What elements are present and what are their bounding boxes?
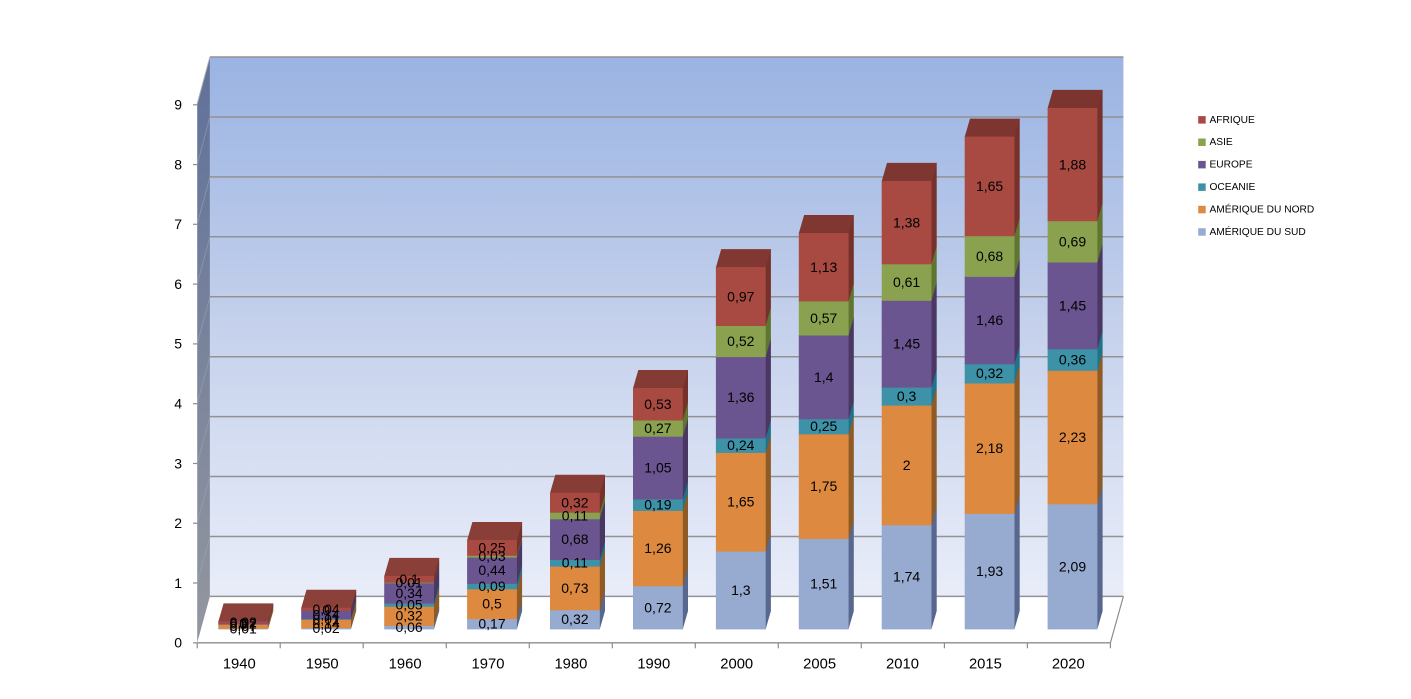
svg-text:0,14: 0,14 [312,606,339,622]
svg-text:0: 0 [239,615,247,631]
svg-text:9: 9 [174,97,182,113]
svg-text:0,52: 0,52 [727,333,754,349]
svg-text:0,02: 0,02 [230,615,257,631]
svg-text:0,57: 0,57 [810,310,837,326]
svg-text:0,02: 0,02 [230,614,257,630]
svg-text:0: 0 [174,635,182,651]
svg-text:0,61: 0,61 [893,274,920,290]
svg-text:0,11: 0,11 [562,555,588,571]
svg-text:AMÉRIQUE DU NORD: AMÉRIQUE DU NORD [1210,203,1315,216]
svg-text:0,24: 0,24 [727,437,754,453]
svg-text:0,25: 0,25 [478,540,505,556]
svg-text:0,04: 0,04 [312,601,339,617]
svg-text:1,65: 1,65 [976,178,1003,194]
svg-text:2,09: 2,09 [1059,558,1086,574]
svg-text:1: 1 [174,575,182,591]
svg-text:1950: 1950 [306,657,339,673]
svg-text:0,3: 0,3 [897,388,917,404]
svg-text:0,11: 0,11 [562,507,588,523]
svg-text:1,36: 1,36 [727,389,754,405]
svg-text:0,19: 0,19 [644,497,671,513]
svg-text:1,51: 1,51 [810,576,837,592]
svg-text:1,88: 1,88 [1059,156,1086,172]
svg-text:1940: 1940 [223,657,256,673]
svg-text:0,02: 0,02 [312,620,339,636]
svg-text:EUROPE: EUROPE [1210,160,1253,171]
svg-text:0,32: 0,32 [395,608,422,624]
svg-text:0,25: 0,25 [810,418,837,434]
svg-text:ASIE: ASIE [1210,137,1233,148]
svg-text:0,07: 0,07 [230,618,257,634]
svg-text:2,23: 2,23 [1059,429,1086,445]
svg-text:1,93: 1,93 [976,563,1003,579]
svg-text:0,27: 0,27 [644,420,671,436]
svg-text:0,34: 0,34 [395,585,422,601]
svg-text:2000: 2000 [720,657,753,673]
svg-text:0,09: 0,09 [478,578,505,594]
svg-text:1,05: 1,05 [644,460,671,476]
svg-text:0,5: 0,5 [482,596,502,612]
svg-text:2: 2 [903,457,911,473]
svg-text:0,72: 0,72 [644,599,671,615]
svg-text:0,01: 0,01 [312,611,339,627]
svg-text:1990: 1990 [637,657,670,673]
svg-text:0,01: 0,01 [395,574,422,590]
svg-text:1,45: 1,45 [893,336,920,352]
svg-text:0,01: 0,01 [230,621,257,637]
svg-text:0,32: 0,32 [561,495,588,511]
svg-text:1,26: 1,26 [644,540,671,556]
svg-text:0,03: 0,03 [478,548,505,564]
svg-text:0,1: 0,1 [399,571,419,587]
svg-text:1960: 1960 [389,657,422,673]
svg-text:AMÉRIQUE DU SUD: AMÉRIQUE DU SUD [1210,225,1306,238]
svg-text:2: 2 [174,515,182,531]
svg-text:0: 0 [239,616,247,632]
svg-text:0: 0 [322,602,330,618]
svg-text:5: 5 [174,336,182,352]
svg-text:1,45: 1,45 [1059,297,1086,313]
svg-text:3: 3 [174,455,182,471]
svg-text:7: 7 [174,216,182,232]
svg-text:6: 6 [174,276,182,292]
svg-text:2005: 2005 [803,657,836,673]
svg-text:0,17: 0,17 [478,616,505,632]
svg-text:0,97: 0,97 [727,288,754,304]
svg-text:0,32: 0,32 [561,611,588,627]
svg-text:1,65: 1,65 [727,494,754,510]
svg-text:0,44: 0,44 [478,562,505,578]
svg-text:8: 8 [174,156,182,172]
svg-text:2010: 2010 [886,657,919,673]
svg-text:1,46: 1,46 [976,312,1003,328]
svg-text:2015: 2015 [969,657,1002,673]
svg-text:1,75: 1,75 [810,478,837,494]
svg-text:0,06: 0,06 [395,619,422,635]
svg-text:2020: 2020 [1052,657,1085,673]
svg-text:1,74: 1,74 [893,569,920,585]
svg-text:AFRIQUE: AFRIQUE [1210,115,1255,126]
svg-text:0,68: 0,68 [561,531,588,547]
svg-text:0,69: 0,69 [1059,233,1086,249]
svg-text:2,18: 2,18 [976,440,1003,456]
svg-text:0,53: 0,53 [644,396,671,412]
svg-text:1,3: 1,3 [731,582,751,598]
svg-text:1,4: 1,4 [814,369,834,385]
svg-text:1,38: 1,38 [893,214,920,230]
svg-text:0,73: 0,73 [561,580,588,596]
svg-text:0,05: 0,05 [395,597,422,613]
svg-text:0,68: 0,68 [976,248,1003,264]
svg-text:4: 4 [174,396,182,412]
svg-text:1,13: 1,13 [810,259,837,275]
svg-text:0,36: 0,36 [1059,352,1086,368]
svg-text:1970: 1970 [472,657,505,673]
svg-text:0,14: 0,14 [312,615,339,631]
svg-text:0,32: 0,32 [976,365,1003,381]
svg-text:OCEANIE: OCEANIE [1210,182,1256,193]
svg-text:1980: 1980 [554,657,587,673]
